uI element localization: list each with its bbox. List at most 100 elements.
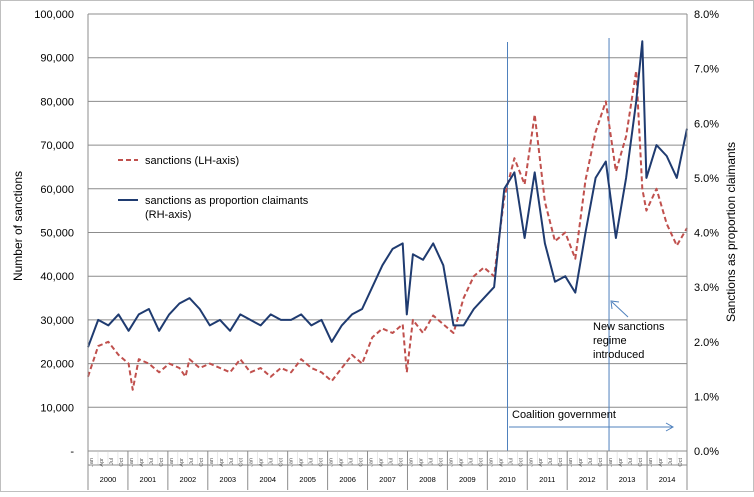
coalition-annotation: Coalition government bbox=[509, 409, 675, 432]
x-month-label: Jan bbox=[369, 458, 375, 467]
x-month-label: Apr bbox=[219, 458, 225, 467]
x-month-label: Jan bbox=[209, 458, 215, 467]
x-month-label: Oct bbox=[159, 458, 165, 467]
x-year-label: 2007 bbox=[379, 475, 396, 484]
y-tick-label-left: - bbox=[70, 446, 74, 458]
x-month-label: Jan bbox=[249, 458, 255, 467]
y-tick-label-left: 70,000 bbox=[40, 140, 74, 152]
x-month-label: Oct bbox=[319, 458, 325, 467]
x-month-label: Oct bbox=[279, 458, 285, 467]
x-month-label: Apr bbox=[418, 458, 424, 467]
y-tick-label-left: 100,000 bbox=[34, 9, 74, 21]
y-axis-title-left: Number of sanctions bbox=[11, 171, 25, 281]
new-regime-label-1: New sanctions bbox=[593, 321, 665, 333]
x-month-label: Apr bbox=[139, 458, 145, 467]
x-month-label: Oct bbox=[359, 458, 365, 467]
y-tick-label-left: 40,000 bbox=[40, 271, 74, 283]
y-tick-label-left: 60,000 bbox=[40, 184, 74, 196]
x-month-label: Jan bbox=[568, 458, 574, 467]
x-year-label: 2009 bbox=[459, 475, 476, 484]
x-month-label: Oct bbox=[638, 458, 644, 467]
y-tick-label-right: 8.0% bbox=[694, 9, 719, 21]
x-month-label: Apr bbox=[179, 458, 185, 467]
y-tick-label-right: 6.0% bbox=[694, 118, 719, 130]
y-tick-label-right: 5.0% bbox=[694, 173, 719, 185]
series-layer bbox=[87, 40, 688, 391]
x-month-label: Oct bbox=[478, 458, 484, 467]
x-month-label: Oct bbox=[438, 458, 444, 467]
x-month-label: Jan bbox=[528, 458, 534, 467]
x-month-label: Jan bbox=[488, 458, 494, 467]
y-tick-label-right: 4.0% bbox=[694, 228, 719, 240]
x-month-label: Jan bbox=[448, 458, 454, 467]
axes: - 10,000 20,000 30,000 40,000 50,000 60,000 70,… bbox=[34, 9, 719, 490]
x-month-label: Jul bbox=[189, 458, 195, 465]
x-month-label: Oct bbox=[199, 458, 205, 467]
coalition-arrowhead bbox=[665, 422, 675, 432]
new-regime-label-2: regime bbox=[593, 335, 627, 347]
new-regime-annotation: New sanctions regime introduced bbox=[593, 300, 665, 361]
x-year-label: 2002 bbox=[179, 475, 196, 484]
x-month-label: Jul bbox=[149, 458, 155, 465]
y-tick-label-left: 10,000 bbox=[40, 402, 74, 414]
x-month-label: Apr bbox=[658, 458, 664, 467]
new-regime-arrowhead bbox=[610, 300, 620, 310]
x-year-label: 2011 bbox=[539, 475, 555, 484]
x-year-label: 2005 bbox=[299, 475, 316, 484]
x-month-label: Jul bbox=[349, 458, 355, 465]
x-month-label: Jul bbox=[668, 458, 674, 465]
x-month-label: Jul bbox=[548, 458, 554, 465]
x-year-label: 2012 bbox=[579, 475, 596, 484]
annotation-lines bbox=[507, 38, 610, 451]
y-tick-label-left: 90,000 bbox=[40, 53, 74, 65]
x-month-label: Jan bbox=[608, 458, 614, 467]
x-month-label: Jul bbox=[468, 458, 474, 465]
x-month-label: Apr bbox=[498, 458, 504, 467]
y-tick-label-right: 3.0% bbox=[694, 282, 719, 294]
y-tick-label-left: 80,000 bbox=[40, 96, 74, 108]
x-month-label: Apr bbox=[578, 458, 584, 467]
x-month-label: Jul bbox=[388, 458, 394, 465]
y-tick-label-left: 20,000 bbox=[40, 359, 74, 371]
x-month-label: Jan bbox=[169, 458, 175, 467]
x-month-label: Apr bbox=[379, 458, 385, 467]
x-month-label: Apr bbox=[339, 458, 345, 467]
x-month-label: Apr bbox=[259, 458, 265, 467]
x-year-label: 2014 bbox=[659, 475, 676, 484]
y-tick-label-right: 2.0% bbox=[694, 337, 719, 349]
x-month-label: Jul bbox=[269, 458, 275, 465]
series-line-proportion bbox=[87, 40, 688, 348]
x-month-label: Jul bbox=[109, 458, 115, 465]
x-month-label: Apr bbox=[299, 458, 305, 467]
x-month-label: Jul bbox=[229, 458, 235, 465]
legend: sanctions (LH-axis) sanctions as proport… bbox=[118, 155, 309, 221]
y-tick-label-right: 7.0% bbox=[694, 64, 719, 76]
x-month-label: Jan bbox=[408, 458, 414, 467]
x-month-label: Jan bbox=[289, 458, 295, 467]
legend-label-rh-line2: (RH-axis) bbox=[145, 209, 191, 221]
legend-label-rh: sanctions as proportion claimants (RH-axi… bbox=[145, 195, 309, 221]
x-month-label: Apr bbox=[458, 458, 464, 467]
y-tick-label-right: 0.0% bbox=[694, 446, 719, 458]
x-month-label: Apr bbox=[618, 458, 624, 467]
x-month-label: Oct bbox=[518, 458, 524, 467]
x-month-label: Jan bbox=[129, 458, 135, 467]
x-month-label: Jul bbox=[508, 458, 514, 465]
x-month-label: Jan bbox=[648, 458, 654, 467]
x-year-label: 2010 bbox=[499, 475, 516, 484]
x-year-label: 2013 bbox=[619, 475, 636, 484]
series-line-sanctions bbox=[87, 69, 688, 391]
x-month-label: Jan bbox=[89, 458, 95, 467]
new-regime-arrow bbox=[611, 301, 629, 318]
x-month-label: Oct bbox=[598, 458, 604, 467]
x-month-label: Apr bbox=[538, 458, 544, 467]
x-month-label: Jul bbox=[588, 458, 594, 465]
y-tick-label-left: 50,000 bbox=[40, 228, 74, 240]
x-month-label: Jan bbox=[329, 458, 335, 467]
x-month-label: Jul bbox=[309, 458, 315, 465]
x-year-label: 2000 bbox=[100, 475, 117, 484]
legend-label-rh-line1: sanctions as proportion claimants bbox=[145, 195, 309, 207]
x-month-label: Oct bbox=[119, 458, 125, 467]
